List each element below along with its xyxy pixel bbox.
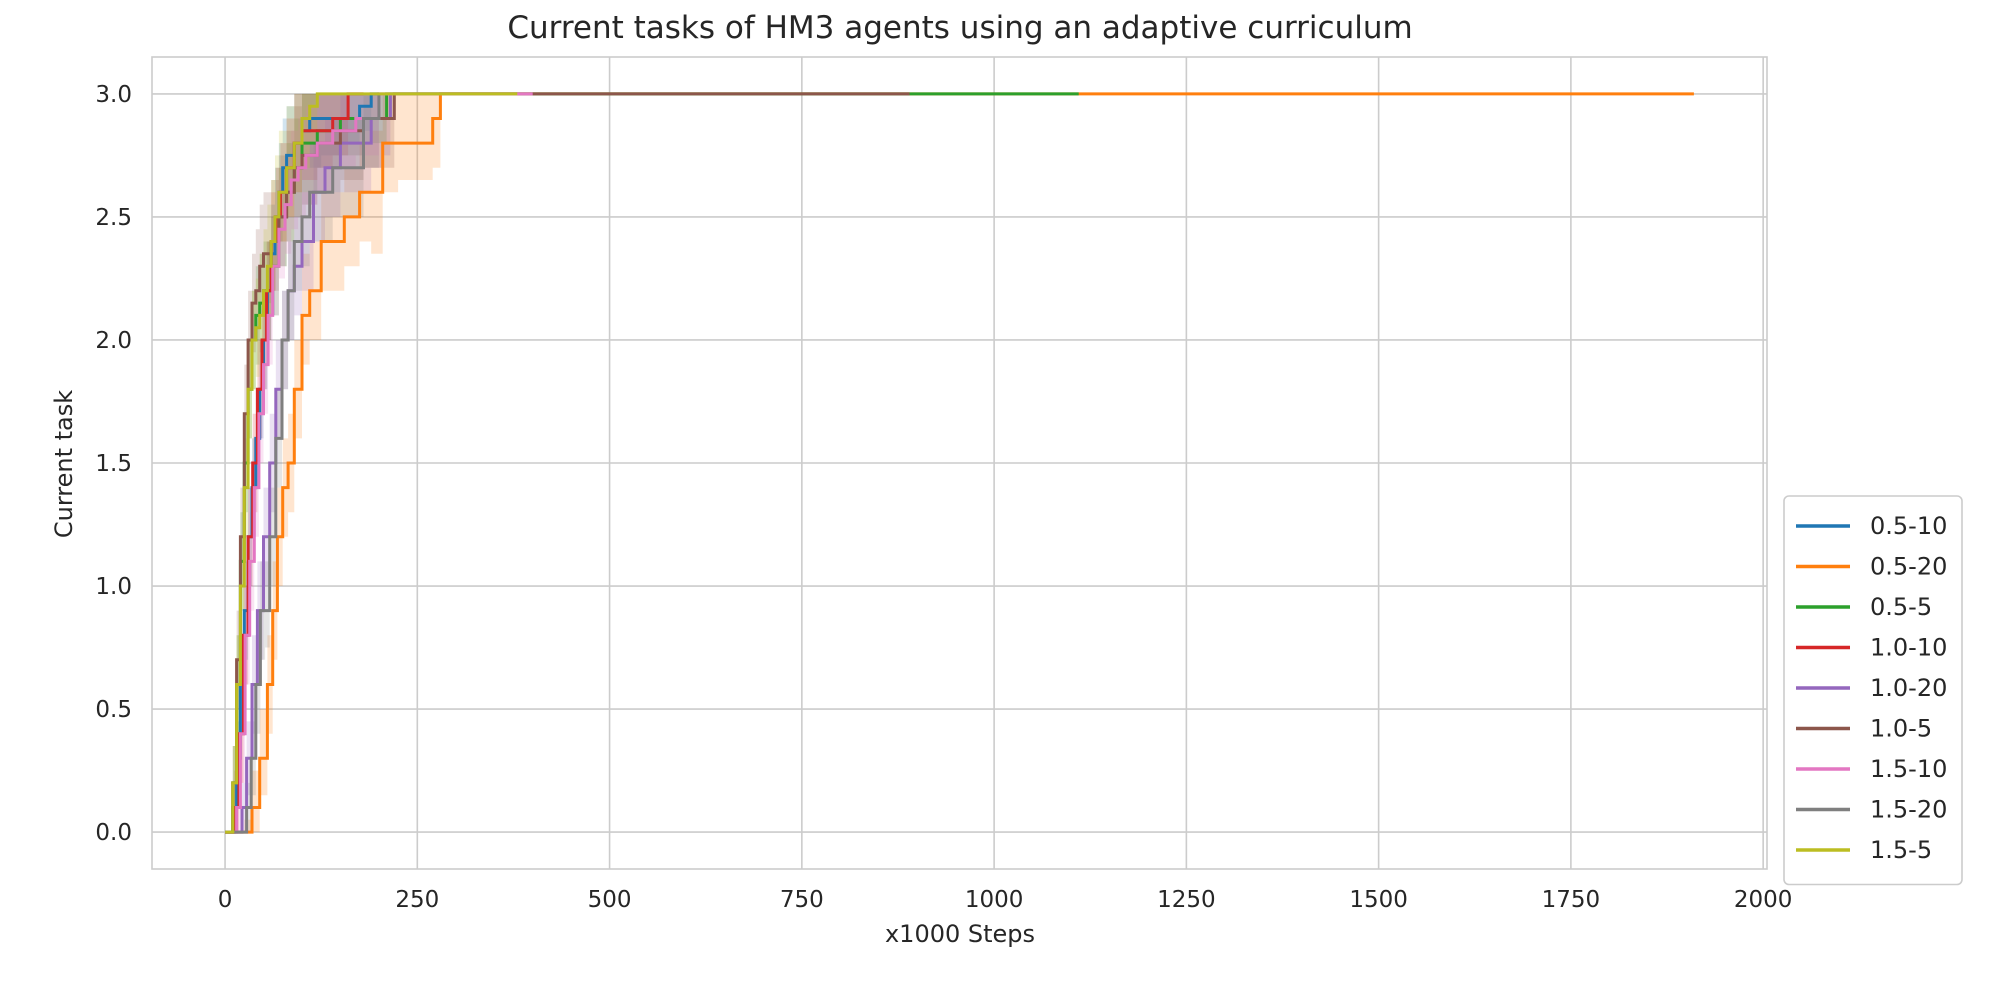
confidence-band-1.5-20: [225, 93, 379, 833]
y-tick-label: 2.5: [95, 205, 132, 231]
y-axis-label: Current task: [50, 390, 78, 538]
x-tick-label: 750: [780, 887, 824, 913]
legend-label: 1.5-20: [1870, 796, 1947, 824]
legend-label: 0.5-5: [1870, 593, 1932, 621]
chart-title: Current tasks of HM3 agents using an ada…: [507, 10, 1412, 46]
y-tick-label: 3.0: [95, 82, 132, 108]
legend-label: 1.0-5: [1870, 715, 1932, 743]
series-line-1.5-10: [225, 92, 533, 834]
legend-label: 1.5-5: [1870, 836, 1932, 864]
series-line-1.5-5: [225, 92, 518, 834]
x-axis-label: x1000 Steps: [885, 920, 1035, 948]
legend-box: [1783, 495, 1963, 886]
x-tick-label: 250: [395, 887, 439, 913]
x-tick-label: 500: [588, 887, 632, 913]
legend-label: 0.5-10: [1870, 512, 1947, 540]
series-line-1.5-20: [225, 93, 381, 834]
tick-labels: 0 250 500 750 1000 1250 1500 1750 2000 0.0 0.5 1.0 1…: [95, 82, 1792, 913]
x-tick-label: 1000: [965, 887, 1024, 913]
y-tick-label: 0.5: [95, 697, 132, 723]
plot-frame: [151, 56, 1768, 870]
y-tick-label: 2.0: [95, 328, 132, 354]
x-tick-label: 1750: [1542, 887, 1601, 913]
legend-label: 1.0-20: [1870, 674, 1947, 702]
x-tick-label: 0: [218, 887, 233, 913]
y-tick-label: 1.5: [95, 451, 132, 477]
confidence-band-0.5-20: [225, 93, 1694, 833]
series-lines: [225, 92, 1694, 834]
x-tick-label: 1500: [1349, 887, 1408, 913]
plot-border: [151, 56, 1768, 870]
legend-label: 1.5-10: [1870, 755, 1947, 783]
y-tick-label: 0.0: [95, 820, 132, 846]
legend-label: 1.0-10: [1870, 634, 1947, 662]
x-tick-label: 1250: [1157, 887, 1216, 913]
series-line-0.5-20: [225, 92, 1694, 834]
x-tick-label: 2000: [1734, 887, 1793, 913]
legend: 0.5-10 0.5-20 0.5-5 1.0-10 1.0-20 1.0-5 1.5-10…: [1783, 495, 1963, 886]
legend-label: 0.5-20: [1870, 553, 1947, 581]
y-tick-label: 1.0: [95, 574, 132, 600]
grid: [152, 57, 1767, 869]
confidence-band-0.5-5: [225, 93, 1079, 833]
